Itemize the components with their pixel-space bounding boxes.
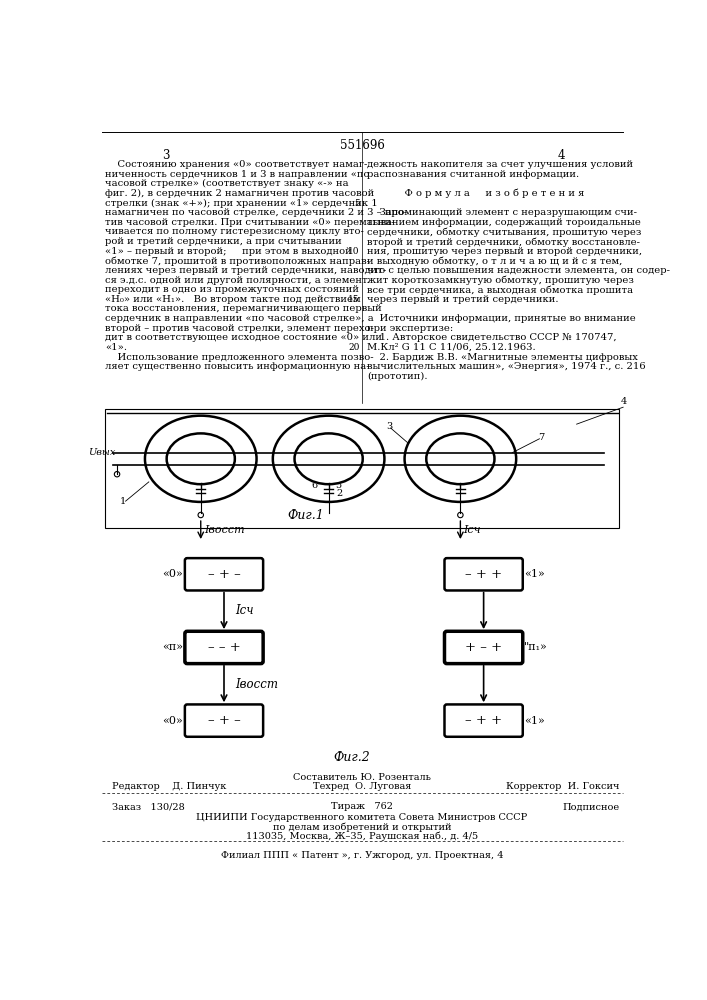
Text: 1. Авторское свидетельство СССР № 170747,: 1. Авторское свидетельство СССР № 170747… [368, 333, 617, 342]
Text: ляет существенно повысить информационную на-: ляет существенно повысить информационную… [105, 362, 370, 371]
Text: тока восстановления, перемагничивающего первый: тока восстановления, перемагничивающего … [105, 304, 382, 313]
Text: 5: 5 [335, 481, 341, 490]
Text: Uвых: Uвых [88, 448, 115, 457]
Text: что с целью повышения надежности элемента, он содер-: что с целью повышения надежности элемент… [368, 266, 670, 275]
Text: через первый и третий сердечники.: через первый и третий сердечники. [368, 295, 559, 304]
Bar [105, 409, 619, 528]
Bar [296, 441, 361, 483]
Text: 113035, Москва, Ж–35, Раушская наб., д. 4/5: 113035, Москва, Ж–35, Раушская наб., д. … [246, 831, 478, 841]
Text: «1».: «1». [105, 343, 127, 352]
Text: 6: 6 [312, 481, 317, 490]
Text: обмотке 7, прошитой в противоположных направ-: обмотке 7, прошитой в противоположных на… [105, 256, 370, 266]
Text: второй – против часовой стрелки, элемент перехо-: второй – против часовой стрелки, элемент… [105, 324, 374, 333]
Text: 10: 10 [348, 247, 360, 256]
Ellipse shape [293, 432, 364, 486]
Text: Состоянию хранения «0» соответствует намаг-: Состоянию хранения «0» соответствует нам… [105, 160, 368, 169]
Text: Iвосст: Iвосст [235, 678, 279, 691]
Text: «H₀» или «H₁».   Во втором такте под действием: «H₀» или «H₁». Во втором такте под дейст… [105, 295, 361, 304]
Text: при экспертизе:: при экспертизе: [368, 324, 454, 333]
Text: второй и третий сердечники, обмотку восстановле-: второй и третий сердечники, обмотку восс… [368, 237, 641, 247]
Ellipse shape [425, 432, 496, 486]
Text: – + –: – + – [208, 714, 240, 727]
Text: и выходную обмотку, о т л и ч а ю щ и й с я тем,: и выходную обмотку, о т л и ч а ю щ и й … [368, 256, 623, 266]
FancyBboxPatch shape [445, 631, 522, 664]
Text: чивается по полному гистерезисному циклу вто-: чивается по полному гистерезисному циклу… [105, 227, 364, 236]
FancyBboxPatch shape [185, 631, 263, 664]
Text: 7: 7 [538, 433, 544, 442]
Text: 15: 15 [348, 295, 360, 304]
Text: Использование предложенного элемента позво-: Использование предложенного элемента поз… [105, 353, 374, 362]
Text: «1»: «1» [525, 569, 545, 579]
Text: Подписное: Подписное [562, 802, 619, 811]
Text: М.Кл² G 11 C 11/06, 25.12.1963.: М.Кл² G 11 C 11/06, 25.12.1963. [368, 343, 536, 352]
Bar [428, 441, 493, 483]
Text: 4: 4 [621, 397, 627, 406]
Text: + – +: + – + [465, 641, 502, 654]
Text: дит в соответствующее исходное состояние «0» или: дит в соответствующее исходное состояние… [105, 333, 382, 342]
FancyBboxPatch shape [185, 704, 263, 737]
Text: по делам изобретений и открытий: по делам изобретений и открытий [273, 822, 451, 832]
Text: дежность накопителя за счет улучшения условий: дежность накопителя за счет улучшения ус… [368, 160, 633, 169]
Text: Фиг.2: Фиг.2 [334, 751, 370, 764]
Text: сердечник в направлении «по часовой стрелке», а: сердечник в направлении «по часовой стре… [105, 314, 374, 323]
Text: жит короткозамкнутую обмотку, прошитую через: жит короткозамкнутую обмотку, прошитую ч… [368, 276, 634, 285]
Text: Запоминающий элемент с неразрушающим счи-: Запоминающий элемент с неразрушающим счи… [368, 208, 638, 217]
Text: Филиал ППП « Патент », г. Ужгород, ул. Проектная, 4: Филиал ППП « Патент », г. Ужгород, ул. П… [221, 851, 503, 860]
FancyBboxPatch shape [445, 558, 522, 590]
Text: ния, прошитую через первый и второй сердечники,: ния, прошитую через первый и второй серд… [368, 247, 643, 256]
Text: Составитель Ю. Розенталь: Составитель Ю. Розенталь [293, 773, 431, 782]
Text: 3: 3 [162, 149, 170, 162]
Text: – – +: – – + [208, 641, 240, 654]
Text: сердечники, обмотку считывания, прошитую через: сердечники, обмотку считывания, прошитую… [368, 227, 642, 237]
Text: 551696: 551696 [339, 139, 385, 152]
Text: Корректор  И. Гоксич: Корректор И. Гоксич [506, 782, 619, 791]
Text: – + +: – + + [465, 714, 502, 727]
Text: 3: 3 [386, 422, 392, 431]
Text: переходит в одно из промежуточных состояний: переходит в одно из промежуточных состоя… [105, 285, 359, 294]
Text: «0»: «0» [163, 716, 183, 726]
Text: 20: 20 [349, 343, 360, 352]
Ellipse shape [165, 432, 236, 486]
Text: 4: 4 [557, 149, 565, 162]
Text: ниченность сердечников 1 и 3 в направлении «по: ниченность сердечников 1 и 3 в направлен… [105, 170, 370, 179]
Text: Источники информации, принятые во внимание: Источники информации, принятые во вниман… [368, 314, 636, 323]
Text: распознавания считанной информации.: распознавания считанной информации. [368, 170, 580, 179]
Text: (прототип).: (прототип). [368, 372, 428, 381]
Text: лениях через первый и третий сердечники, наводит-: лениях через первый и третий сердечники,… [105, 266, 387, 275]
Text: «п»: «п» [163, 642, 183, 652]
Text: ся э.д.с. одной или другой полярности, а элемент: ся э.д.с. одной или другой полярности, а… [105, 276, 368, 285]
Text: – + +: – + + [465, 568, 502, 581]
Text: Iсч: Iсч [464, 525, 481, 535]
FancyBboxPatch shape [185, 558, 263, 590]
FancyBboxPatch shape [445, 704, 522, 737]
Text: Редактор    Д. Пинчук: Редактор Д. Пинчук [112, 782, 226, 791]
Text: 2. Бардиж В.В. «Магнитные элементы цифровых: 2. Бардиж В.В. «Магнитные элементы цифро… [368, 353, 638, 362]
Text: Фиг.1: Фиг.1 [287, 509, 324, 522]
Text: стрелки (знак «+»); при хранении «1» сердечник 1: стрелки (знак «+»); при хранении «1» сер… [105, 199, 378, 208]
Text: Iвосст: Iвосст [204, 525, 245, 535]
Text: все три сердечника, а выходная обмотка прошита: все три сердечника, а выходная обмотка п… [368, 285, 633, 295]
Text: Тираж   762: Тираж 762 [331, 802, 393, 811]
Text: Ф о р м у л а     и з о б р е т е н и я: Ф о р м у л а и з о б р е т е н и я [368, 189, 585, 198]
Text: – + –: – + – [208, 568, 240, 581]
Text: тив часовой стрелки. При считывании «0» перемагни-: тив часовой стрелки. При считывании «0» … [105, 218, 395, 227]
Text: 5: 5 [354, 199, 360, 208]
Text: ЦНИИПИ Государственного комитета Совета Министров СССР: ЦНИИПИ Государственного комитета Совета … [197, 813, 527, 822]
Text: тыванием информации, содержащий тороидальные: тыванием информации, содержащий тороидал… [368, 218, 641, 227]
Text: «1» – первый и второй;     при этом в выходной: «1» – первый и второй; при этом в выходн… [105, 247, 352, 256]
Text: «1»: «1» [525, 716, 545, 726]
Text: намагничен по часовой стрелке, сердечники 2 и 3 – про-: намагничен по часовой стрелке, сердечник… [105, 208, 407, 217]
Text: вычислительных машин», «Энергия», 1974 г., с. 216: вычислительных машин», «Энергия», 1974 г… [368, 362, 646, 371]
Text: 2: 2 [337, 489, 343, 498]
Text: «0»: «0» [163, 569, 183, 579]
Text: "п₁»: "п₁» [525, 642, 548, 652]
Text: Iсч: Iсч [235, 604, 254, 617]
Text: рой и третий сердечники, а при считывании: рой и третий сердечники, а при считывани… [105, 237, 342, 246]
Text: фиг. 2), в сердечник 2 намагничен против часовой: фиг. 2), в сердечник 2 намагничен против… [105, 189, 375, 198]
Text: Заказ   130/28: Заказ 130/28 [112, 802, 185, 811]
Text: Техред  О. Луговая: Техред О. Луговая [312, 782, 411, 791]
Text: часовой стрелке» (соответствует знаку «-» на: часовой стрелке» (соответствует знаку «-… [105, 179, 349, 188]
Bar [168, 441, 233, 483]
Text: 1: 1 [120, 497, 127, 506]
